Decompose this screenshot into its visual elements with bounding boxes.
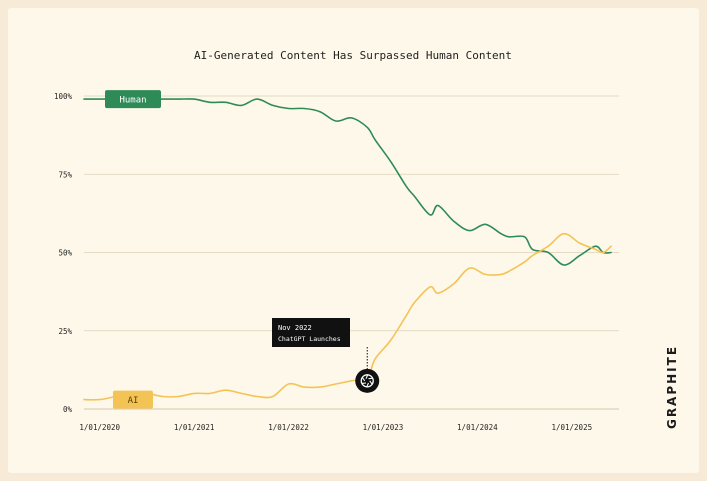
y-tick-label: 0% bbox=[63, 405, 73, 414]
graphite-logo: GRAPHITE bbox=[660, 345, 684, 429]
y-tick-label: 75% bbox=[58, 170, 72, 179]
x-tick-label: 1/01/2022 bbox=[268, 423, 309, 432]
series-line-ai bbox=[83, 232, 612, 401]
x-tick-label: 1/01/2020 bbox=[79, 423, 120, 432]
series-label-badge bbox=[105, 90, 161, 109]
y-tick-label: 50% bbox=[58, 249, 72, 258]
openai-logo-icon-petal bbox=[366, 382, 369, 388]
x-tick-label: 1/01/2023 bbox=[363, 423, 404, 432]
x-tick-label: 1/01/2021 bbox=[174, 423, 215, 432]
brand-wordmark: GRAPHITE bbox=[665, 344, 679, 430]
x-tick-label: 1/01/2025 bbox=[551, 423, 592, 432]
annotation-box bbox=[272, 318, 350, 347]
y-tick-label: 100% bbox=[54, 92, 73, 101]
y-tick-label: 25% bbox=[58, 327, 72, 336]
openai-logo-icon-petal bbox=[365, 374, 369, 379]
annotation-title: Nov 2022 bbox=[278, 324, 312, 332]
chart-title: AI-Generated Content Has Surpassed Human… bbox=[194, 49, 512, 62]
series-label-badge bbox=[113, 390, 153, 409]
series-label-human: Human bbox=[119, 96, 146, 106]
annotation-subtitle: ChatGPT Launches bbox=[278, 335, 341, 343]
openai-logo-icon-petal bbox=[369, 380, 373, 385]
openai-logo-icon bbox=[355, 368, 380, 393]
series-line-human bbox=[83, 98, 612, 266]
series-label-ai: AI bbox=[128, 396, 139, 406]
x-tick-label: 1/01/2024 bbox=[457, 423, 498, 432]
openai-logo-icon-petal bbox=[361, 377, 366, 382]
